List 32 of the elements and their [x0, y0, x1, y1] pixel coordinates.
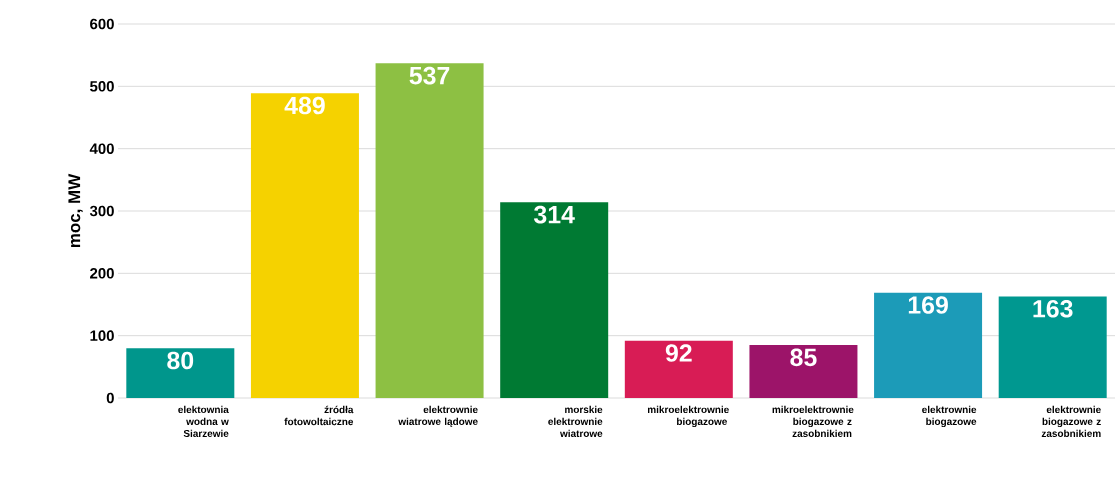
data-label: 163	[1033, 299, 1073, 318]
data-label: 314	[533, 205, 575, 224]
y-tick-label: 600	[90, 18, 114, 30]
x-tick-label: mikroelektrownie biogazowe z zasobnikiem	[772, 405, 854, 437]
bar	[998, 296, 1107, 398]
bar	[250, 93, 359, 398]
bar	[749, 345, 858, 398]
x-tick-label: mikroelektrownie biogazowe	[647, 405, 729, 428]
bar	[375, 63, 484, 398]
data-label: 169	[908, 296, 948, 314]
data-label: 80	[167, 351, 194, 370]
y-tick-label: 400	[89, 143, 114, 154]
x-tick-label: elektrownie biogazowe	[922, 405, 977, 428]
data-label: 85	[790, 348, 817, 367]
y-tick-label: 300	[89, 205, 114, 217]
data-label: 92	[665, 344, 692, 362]
x-tick-label: elektrownie biogazowe z zasobnikiem	[1041, 405, 1101, 437]
bar	[126, 348, 235, 398]
x-tick-label: elektrownie wiatrowe lądowe	[398, 405, 478, 428]
y-tick-label: 100	[90, 330, 114, 341]
y-tick-label: 0	[106, 392, 114, 404]
x-tick-label: elektownia wodna w Siarzewie	[178, 405, 229, 437]
x-tick-label: źródła fotowoltaiczne	[284, 405, 354, 426]
y-tick-label: 500	[90, 81, 114, 92]
bar	[874, 292, 983, 398]
x-tick-label: morskie elektrownie wiatrowe	[548, 405, 603, 437]
bar	[500, 202, 609, 398]
y-axis-title: moc, MW	[68, 173, 83, 248]
data-label: 537	[409, 66, 450, 85]
bar	[624, 340, 733, 398]
y-tick-label: 200	[90, 268, 114, 279]
data-label: 489	[284, 96, 325, 115]
